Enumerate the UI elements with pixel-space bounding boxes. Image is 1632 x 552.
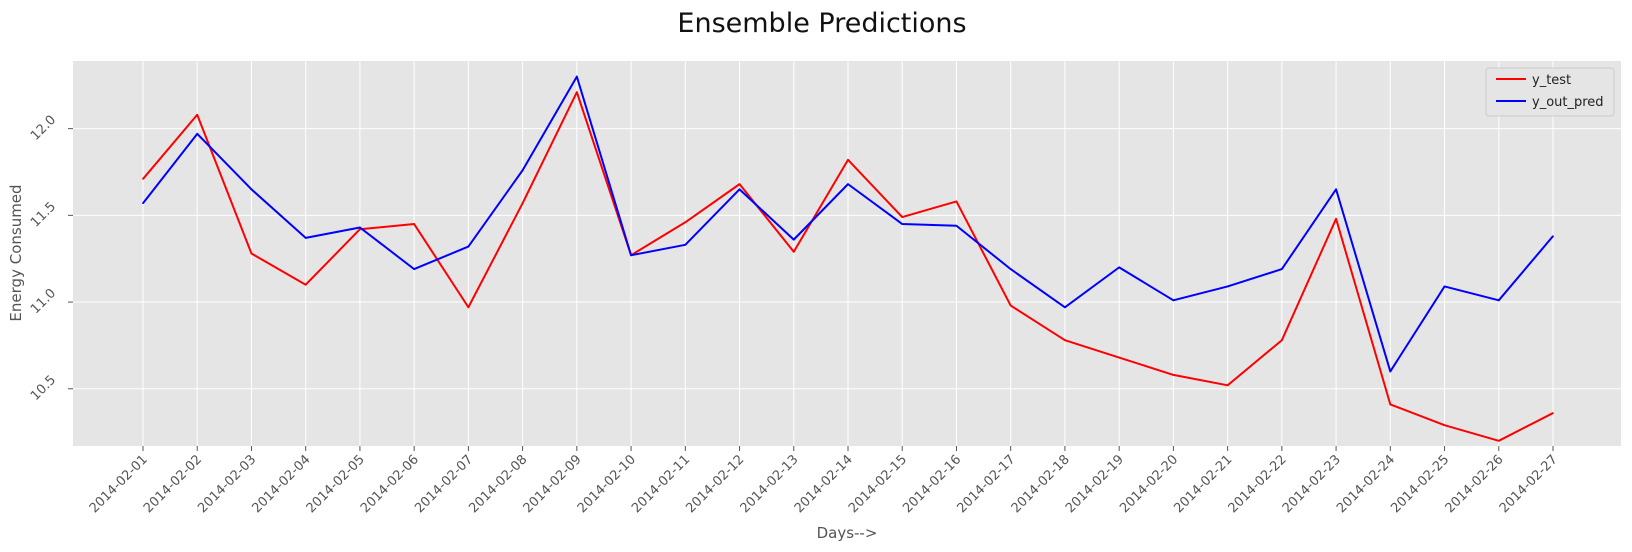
data-point-y-out-pred <box>738 188 741 191</box>
data-point-y-test <box>684 221 687 224</box>
data-point-y-test <box>1497 439 1500 442</box>
data-point-y-test <box>1335 218 1337 220</box>
data-point-y-out-pred <box>1172 299 1175 302</box>
data-point-y-test <box>955 200 958 203</box>
data-point-y-test <box>901 216 904 218</box>
chart-title: Ensemble Predictions <box>677 8 966 39</box>
data-point-y-test <box>413 223 415 225</box>
x-axis-title: Days--> <box>817 524 878 542</box>
data-point-y-out-pred <box>1443 285 1446 288</box>
x-tick-label: 2014-02-27 <box>1497 452 1561 516</box>
data-point-y-out-pred <box>576 75 578 78</box>
data-point-y-out-pred <box>196 133 199 135</box>
data-point-y-test <box>250 252 253 255</box>
series-group <box>142 75 1554 442</box>
data-point-y-out-pred <box>250 188 253 191</box>
y-tick-labels: 10.5 11.0 11.5 12.0 <box>28 113 73 404</box>
data-point-y-out-pred <box>1497 299 1500 302</box>
data-point-y-out-pred <box>1009 268 1012 270</box>
data-point-y-test <box>792 250 795 253</box>
data-point-y-out-pred <box>1335 188 1337 191</box>
data-point-y-out-pred <box>359 226 361 229</box>
plot-area <box>73 61 1621 446</box>
data-point-y-test <box>847 159 849 161</box>
y-axis-title: Energy Consumed <box>7 184 25 321</box>
y-tick-label: 10.5 <box>28 373 59 404</box>
data-point-y-test <box>467 306 470 309</box>
data-point-y-out-pred <box>304 237 307 239</box>
data-point-y-out-pred <box>413 268 415 270</box>
data-point-y-test <box>576 91 578 94</box>
y-tick-label: 11.5 <box>28 199 59 230</box>
x-tick-labels: 2014-02-012014-02-022014-02-032014-02-04… <box>87 446 1561 516</box>
data-point-y-test <box>1009 304 1012 307</box>
data-point-y-test <box>1281 339 1283 342</box>
data-point-y-out-pred <box>1064 306 1066 309</box>
legend-label-y-test: y_test <box>1532 73 1571 88</box>
data-point-y-test <box>1552 412 1554 414</box>
data-point-y-test <box>521 202 524 205</box>
y-tick-label: 11.0 <box>28 286 59 317</box>
data-point-y-out-pred <box>467 245 470 248</box>
legend-label-y-out-pred: y_out_pred <box>1532 95 1604 110</box>
data-point-y-out-pred <box>684 244 687 246</box>
data-point-y-test <box>1389 403 1392 406</box>
data-point-y-test <box>1172 374 1175 376</box>
legend: y_test y_out_pred <box>1485 67 1615 117</box>
data-point-y-test <box>1064 339 1066 342</box>
data-point-y-test <box>196 113 199 116</box>
data-point-y-out-pred <box>630 254 632 257</box>
data-point-y-out-pred <box>1118 266 1120 269</box>
data-point-y-out-pred <box>792 238 795 241</box>
data-point-y-out-pred <box>1281 268 1283 270</box>
y-tick-label: 12.0 <box>28 113 59 144</box>
data-point-y-out-pred <box>142 202 144 205</box>
data-point-y-out-pred <box>955 224 958 227</box>
data-point-y-test <box>738 183 741 185</box>
data-point-y-out-pred <box>1389 370 1392 373</box>
data-point-y-out-pred <box>1226 285 1229 288</box>
data-point-y-out-pred <box>1552 235 1554 237</box>
data-point-y-out-pred <box>521 169 524 172</box>
data-point-y-test <box>1443 424 1446 426</box>
data-point-y-test <box>142 178 144 180</box>
data-point-y-out-pred <box>847 183 849 185</box>
data-point-y-out-pred <box>901 223 904 225</box>
data-point-y-test <box>304 283 307 286</box>
data-point-y-test <box>1226 384 1229 387</box>
data-point-y-test <box>1118 356 1120 359</box>
